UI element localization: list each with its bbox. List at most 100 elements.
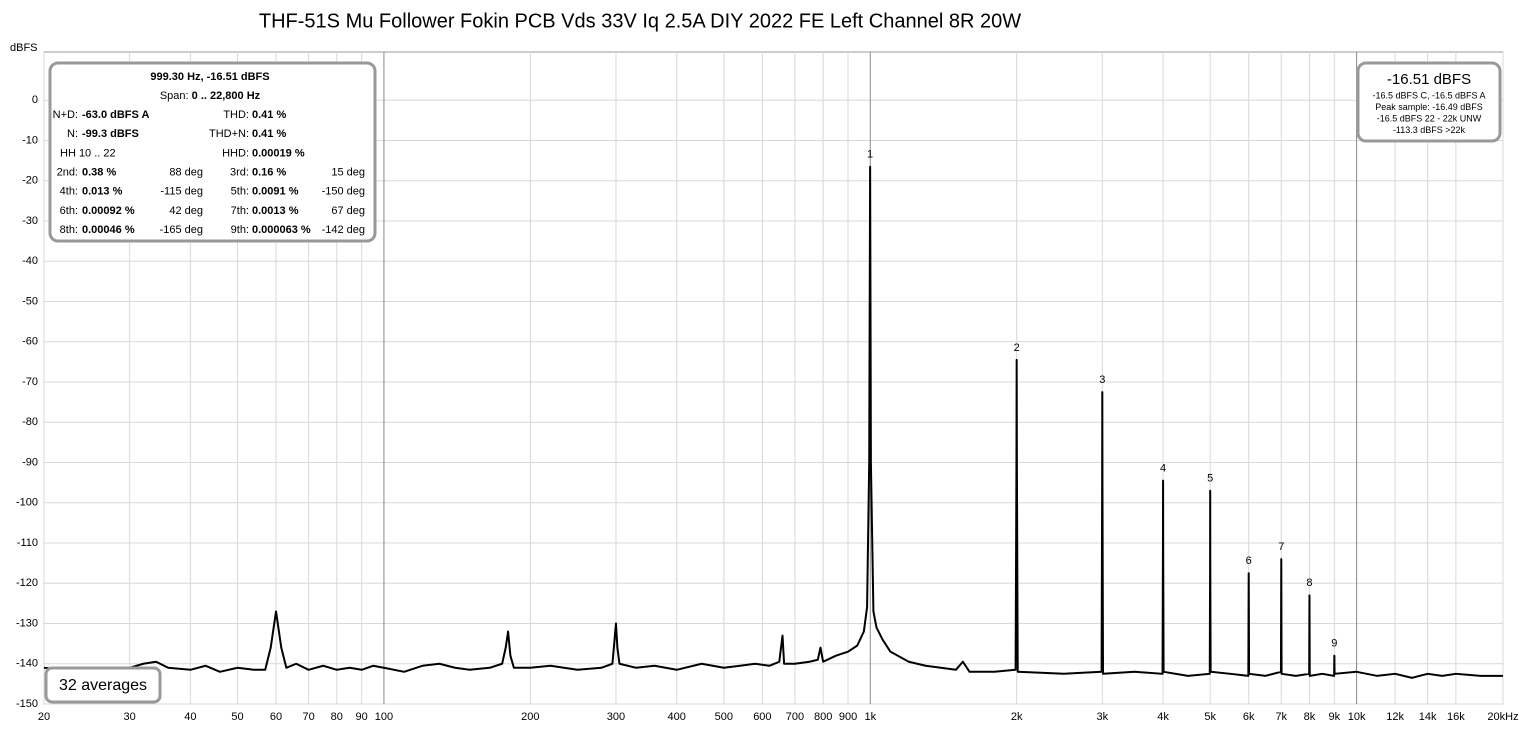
info-phase: 42 deg xyxy=(169,205,203,217)
harmonic-label: 7 xyxy=(1278,541,1284,553)
x-tick-label: 80 xyxy=(331,711,343,723)
level-line: -16.5 dBFS 22 - 22k UNW xyxy=(1377,113,1482,123)
info-value: 0.00019 % xyxy=(252,147,305,159)
x-tick-label: 4k xyxy=(1157,711,1169,723)
x-tick-label: 12k xyxy=(1386,711,1404,723)
x-tick-label: 6k xyxy=(1243,711,1255,723)
x-tick-label: 1k xyxy=(864,711,876,723)
level-line: -16.5 dBFS C, -16.5 dBFS A xyxy=(1372,90,1485,100)
span-label: Span: xyxy=(160,90,189,102)
y-tick-label: -50 xyxy=(22,295,38,307)
y-tick-label: -90 xyxy=(22,456,38,468)
x-tick-label: 500 xyxy=(715,711,733,723)
y-axis-label: dBFS xyxy=(10,42,38,54)
x-tick-label: 7k xyxy=(1275,711,1287,723)
info-label: N: xyxy=(67,128,78,140)
info-phase: -115 deg xyxy=(160,186,203,198)
info-box xyxy=(48,61,377,243)
x-tick-label: 50 xyxy=(231,711,243,723)
info-phase: -150 deg xyxy=(322,186,365,198)
x-tick-label: 600 xyxy=(753,711,771,723)
x-tick-label: 90 xyxy=(356,711,368,723)
x-tick-label: 10k xyxy=(1348,711,1366,723)
info-label: 6th: xyxy=(60,205,78,217)
level-line: Peak sample: -16.49 dBFS xyxy=(1375,102,1483,112)
y-tick-label: -110 xyxy=(17,537,38,549)
x-tick-label: 8k xyxy=(1304,711,1316,723)
harmonic-label: 2 xyxy=(1014,342,1020,354)
y-tick-label: -20 xyxy=(22,175,38,187)
x-tick-label: 16k xyxy=(1447,711,1465,723)
x-tick-label: 300 xyxy=(607,711,625,723)
info-label: HHD: xyxy=(222,147,249,159)
info-phase: -165 deg xyxy=(160,224,203,236)
y-tick-label: 0 xyxy=(32,94,38,106)
info-value: -63.0 dBFS A xyxy=(82,109,149,121)
harmonic-label: 9 xyxy=(1331,638,1337,650)
x-tick-label: 20 xyxy=(38,711,50,723)
harmonic-label: 4 xyxy=(1160,463,1166,475)
info-value: 0.00046 % xyxy=(82,224,135,236)
harmonic-label: 8 xyxy=(1306,577,1312,589)
chart-title: THF-51S Mu Follower Fokin PCB Vds 33V Iq… xyxy=(259,10,1021,32)
info-phase: -142 deg xyxy=(322,224,365,236)
info-line: 999.30 Hz, -16.51 dBFS xyxy=(150,71,269,83)
info-value: 0.00092 % xyxy=(82,205,135,217)
x-tick-label: 700 xyxy=(786,711,804,723)
info-label: HH 10 .. 22 xyxy=(60,147,116,159)
info-value: 0.41 % xyxy=(252,128,286,140)
info-phase: 88 deg xyxy=(169,167,203,179)
x-tick-label: 40 xyxy=(184,711,196,723)
info-label: 8th: xyxy=(60,224,78,236)
info-label: THD: xyxy=(223,109,249,121)
x-tick-label: 5k xyxy=(1204,711,1216,723)
info-value: 0.0091 % xyxy=(252,186,299,198)
y-tick-label: -10 xyxy=(22,134,38,146)
y-tick-label: -30 xyxy=(22,215,38,227)
y-tick-label: -140 xyxy=(16,658,38,670)
info-label: 9th: xyxy=(231,224,249,236)
averages-box xyxy=(44,666,162,704)
info-label: THD+N: xyxy=(209,128,249,140)
spectrum-line xyxy=(43,165,1503,679)
info-value: 0.0013 % xyxy=(252,205,299,217)
info-value: 0.013 % xyxy=(82,186,123,198)
y-tick-label: -70 xyxy=(22,376,38,388)
harmonic-label: 3 xyxy=(1099,374,1105,386)
averages: 32 averages xyxy=(59,677,147,694)
info-value: 0.000063 % xyxy=(252,224,311,236)
info-label: 7th: xyxy=(231,205,249,217)
x-tick-label: 200 xyxy=(521,711,539,723)
x-tick-label: 3k xyxy=(1096,711,1108,723)
info-label: 5th: xyxy=(231,186,249,198)
info-value: 0.41 % xyxy=(252,109,286,121)
x-tick-label: 20kHz xyxy=(1487,711,1518,723)
info-value: 0.38 % xyxy=(82,167,116,179)
y-tick-label: -130 xyxy=(16,617,38,629)
y-tick-label: -80 xyxy=(22,416,38,428)
x-tick-label: 60 xyxy=(270,711,282,723)
x-tick-label: 30 xyxy=(124,711,136,723)
level-title: -16.51 dBFS xyxy=(1387,71,1471,88)
level-box xyxy=(1356,61,1502,143)
info-label: 2nd: xyxy=(57,167,78,179)
info-phase: 15 deg xyxy=(331,167,365,179)
x-tick-label: 900 xyxy=(839,711,857,723)
y-tick-label: -100 xyxy=(16,497,38,509)
x-tick-label: 100 xyxy=(375,711,393,723)
x-tick-label: 70 xyxy=(302,711,314,723)
x-tick-label: 2k xyxy=(1011,711,1023,723)
harmonic-label: 1 xyxy=(867,149,873,161)
level-line: -113.3 dBFS >22k xyxy=(1393,125,1466,135)
y-tick-label: -120 xyxy=(16,577,38,589)
y-tick-label: -60 xyxy=(22,336,38,348)
x-tick-label: 400 xyxy=(668,711,686,723)
info-label: 3rd: xyxy=(230,167,249,179)
y-tick-label: -40 xyxy=(22,255,38,267)
info-phase: 67 deg xyxy=(331,205,365,217)
info-value: -99.3 dBFS xyxy=(82,128,139,140)
info-value: 0.16 % xyxy=(252,167,286,179)
y-tick-label: -150 xyxy=(16,698,38,710)
harmonic-label: 6 xyxy=(1246,555,1252,567)
